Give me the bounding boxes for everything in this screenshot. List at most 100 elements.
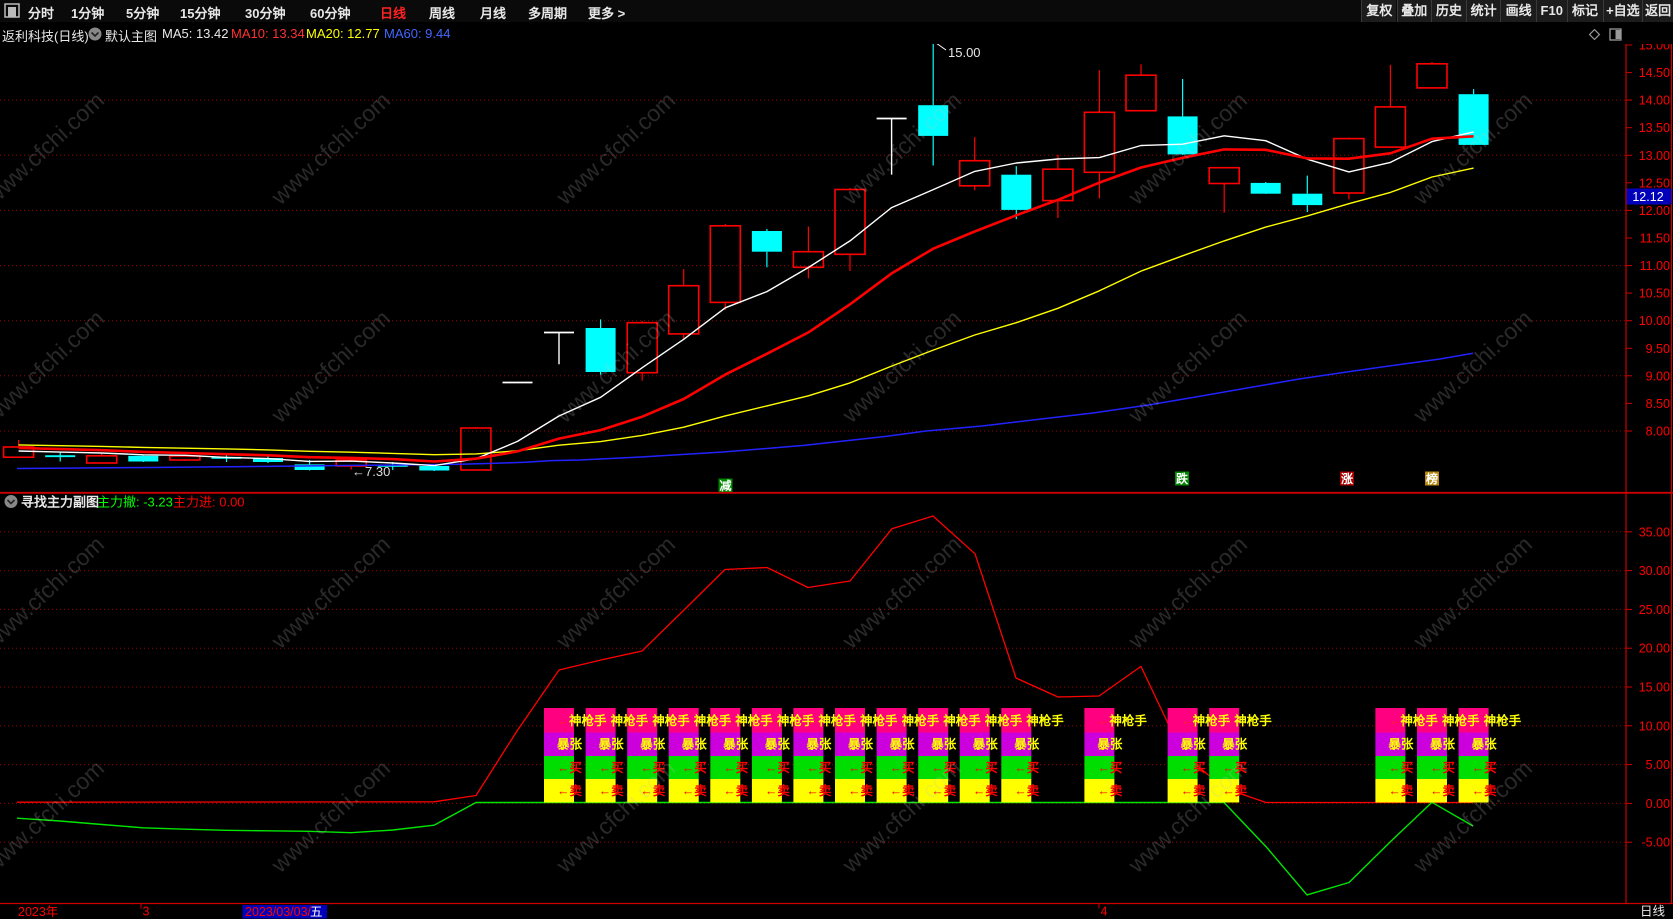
svg-text:←: ←: [599, 714, 612, 728]
svg-text:←买: ←买: [973, 761, 998, 775]
svg-text:←卖: ←卖: [1388, 783, 1414, 798]
svg-text:←: ←: [1014, 714, 1027, 728]
svg-text:神枪手: 神枪手: [902, 713, 940, 728]
svg-text:暴张: 暴张: [1471, 737, 1498, 752]
svg-text:0.00: 0.00: [1646, 797, 1670, 811]
svg-text:←买: ←买: [1222, 761, 1247, 775]
svg-text:30.00: 30.00: [1639, 564, 1670, 578]
svg-text:寻找主力副图: 寻找主力副图: [21, 495, 99, 510]
svg-text:←卖: ←卖: [557, 783, 583, 798]
svg-text:13.50: 13.50: [1639, 121, 1670, 135]
svg-text:神枪手: 神枪手: [777, 713, 815, 728]
svg-text:10.50: 10.50: [1639, 287, 1670, 301]
svg-text:←买: ←买: [557, 761, 582, 775]
svg-text:12.00: 12.00: [1639, 204, 1670, 218]
svg-text:←买: ←买: [806, 761, 831, 775]
svg-text:←卖: ←卖: [599, 783, 625, 798]
svg-text:35.00: 35.00: [1639, 525, 1670, 539]
svg-text:五: 五: [310, 905, 323, 919]
svg-text:暴张: 暴张: [1387, 737, 1414, 752]
svg-text:11.50: 11.50: [1640, 232, 1670, 246]
svg-text:←买: ←买: [1097, 761, 1122, 775]
svg-text:←买: ←买: [640, 761, 665, 775]
svg-text:神枪手: 神枪手: [694, 713, 732, 728]
svg-text:神枪手: 神枪手: [1234, 713, 1272, 728]
svg-text:涨: 涨: [1341, 471, 1353, 486]
svg-text:15.00: 15.00: [1639, 681, 1670, 695]
svg-text:←: ←: [682, 714, 695, 728]
svg-text:←买: ←买: [599, 761, 624, 775]
svg-text:暴张: 暴张: [847, 737, 874, 752]
svg-text:神枪手: 神枪手: [860, 713, 898, 728]
svg-text:14.00: 14.00: [1639, 94, 1670, 108]
svg-text:←卖: ←卖: [1222, 783, 1248, 798]
svg-text:神枪手: 神枪手: [1400, 713, 1438, 728]
svg-text:←卖: ←卖: [848, 783, 874, 798]
svg-text:←卖: ←卖: [1097, 783, 1123, 798]
svg-text:8.50: 8.50: [1646, 397, 1670, 411]
svg-text:跌: 跌: [1176, 471, 1189, 486]
svg-text:5.00: 5.00: [1646, 758, 1670, 772]
svg-text:暴张: 暴张: [972, 737, 999, 752]
svg-text:←: ←: [765, 714, 778, 728]
svg-text:3: 3: [143, 905, 150, 919]
svg-text:暴张: 暴张: [1429, 737, 1456, 752]
svg-text:2023年: 2023年: [18, 905, 58, 919]
svg-text:←卖: ←卖: [806, 783, 832, 798]
svg-text:神枪手: 神枪手: [943, 713, 981, 728]
svg-text:神枪手: 神枪手: [611, 713, 649, 728]
svg-text:←卖: ←卖: [640, 783, 666, 798]
svg-text:主力进: 0.00: 主力进: 0.00: [173, 495, 245, 510]
svg-text:←: ←: [723, 714, 736, 728]
svg-text:神枪手: 神枪手: [569, 713, 607, 728]
svg-text:神枪手: 神枪手: [985, 713, 1023, 728]
svg-text:神枪手: 神枪手: [1109, 713, 1147, 728]
svg-text:←卖: ←卖: [1181, 783, 1207, 798]
svg-text:←: ←: [1472, 714, 1485, 728]
svg-text:12.50: 12.50: [1639, 176, 1670, 190]
svg-text:←: ←: [973, 714, 986, 728]
svg-text:←卖: ←卖: [890, 783, 916, 798]
svg-text:9.50: 9.50: [1646, 342, 1670, 356]
svg-text:神枪手: 神枪手: [1193, 713, 1231, 728]
svg-text:神枪手: 神枪手: [1442, 713, 1480, 728]
svg-text:11.00: 11.00: [1640, 259, 1670, 273]
svg-text:←卖: ←卖: [973, 783, 999, 798]
svg-text:←买: ←买: [1430, 761, 1455, 775]
svg-text:←卖: ←卖: [931, 783, 957, 798]
svg-text:14.50: 14.50: [1639, 66, 1670, 80]
svg-text:减: 减: [719, 478, 731, 493]
svg-text:←: ←: [1388, 714, 1401, 728]
svg-text:2023/03/03/: 2023/03/03/: [245, 905, 312, 919]
svg-text:20.00: 20.00: [1639, 642, 1670, 656]
svg-text:25.00: 25.00: [1639, 603, 1670, 617]
svg-text:←卖: ←卖: [1014, 783, 1040, 798]
svg-text:←买: ←买: [1388, 761, 1413, 775]
svg-text:←买: ←买: [1014, 761, 1039, 775]
svg-text:神枪手: 神枪手: [1484, 713, 1522, 728]
svg-text:12.12: 12.12: [1632, 190, 1663, 204]
svg-text:-5.00: -5.00: [1642, 836, 1671, 850]
svg-text:←: ←: [1430, 714, 1443, 728]
svg-text:神枪手: 神枪手: [818, 713, 856, 728]
svg-text:暴张: 暴张: [722, 737, 749, 752]
svg-text:暴张: 暴张: [556, 737, 583, 752]
svg-text:10.00: 10.00: [1639, 719, 1670, 733]
svg-text:←卖: ←卖: [1430, 783, 1456, 798]
svg-text:←: ←: [890, 714, 903, 728]
svg-text:←买: ←买: [723, 761, 748, 775]
svg-text:4: 4: [1101, 905, 1108, 919]
svg-text:神枪手: 神枪手: [652, 713, 690, 728]
svg-text:10.00: 10.00: [1639, 314, 1670, 328]
svg-text:8.00: 8.00: [1646, 425, 1670, 439]
svg-text:暴张: 暴张: [1096, 737, 1123, 752]
svg-text:←: ←: [1097, 714, 1110, 728]
svg-text:暴张: 暴张: [1221, 737, 1248, 752]
svg-text:暴张: 暴张: [889, 737, 916, 752]
svg-text:←买: ←买: [848, 761, 873, 775]
svg-text:日线: 日线: [1640, 905, 1666, 919]
svg-text:暴张: 暴张: [764, 737, 791, 752]
svg-text:←: ←: [1181, 714, 1194, 728]
svg-text:暴张: 暴张: [681, 737, 708, 752]
svg-text:暴张: 暴张: [598, 737, 625, 752]
